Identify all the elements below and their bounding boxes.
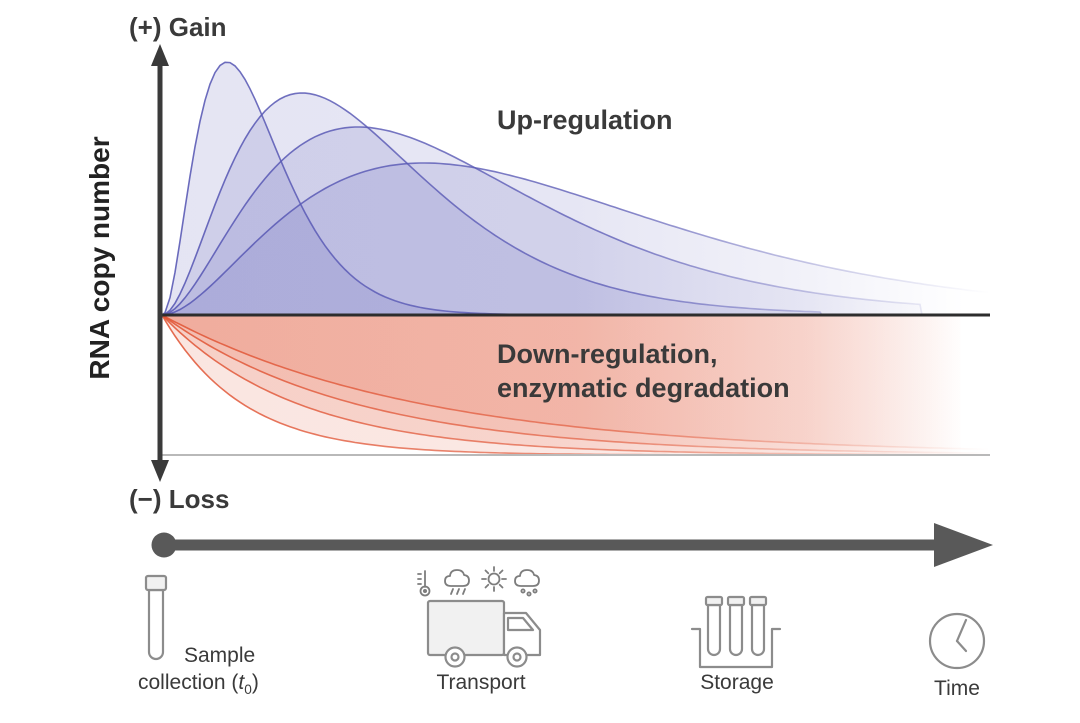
curve-path xyxy=(161,162,991,316)
y-axis-arrowhead-down xyxy=(151,460,169,482)
sample-collection-label-line2: collection (t0) xyxy=(138,671,259,697)
loss-axis-label: (−) Loss xyxy=(129,484,230,514)
thermometer-icon xyxy=(417,570,431,597)
t0-symbol: t xyxy=(238,671,245,694)
truck-icon xyxy=(426,599,542,668)
storage-tube-icon xyxy=(748,595,768,657)
down-regulation-label: Down-regulation, enzymatic degradation xyxy=(497,337,790,405)
storage-label: Storage xyxy=(700,671,774,694)
t0-subscript: 0 xyxy=(244,682,252,698)
timeline-arrowhead xyxy=(934,523,993,567)
storage-rack-icon xyxy=(690,595,782,669)
timeline-arrow xyxy=(151,523,993,567)
y-axis-arrowhead-up xyxy=(151,44,169,66)
storage-tube-icon xyxy=(726,595,746,657)
up-regulation-curves xyxy=(159,61,991,316)
storage-tube-icon xyxy=(704,595,724,657)
y-axis-title: RNA copy number xyxy=(84,136,115,380)
transport-label: Transport xyxy=(436,671,526,694)
up-regulation-label: Up-regulation xyxy=(497,105,673,135)
rain-cloud-icon xyxy=(444,569,470,595)
gain-axis-label: (+) Gain xyxy=(129,12,227,42)
sample-collection-label-line1: Sample xyxy=(184,644,256,667)
clock-icon xyxy=(928,612,986,670)
sun-icon xyxy=(481,566,507,592)
y-axis-arrow xyxy=(151,44,169,482)
collection-suffix: ) xyxy=(251,671,259,694)
snow-cloud-icon xyxy=(514,569,540,597)
sample-tube-icon xyxy=(144,574,168,661)
down-regulation-label-line2: enzymatic degradation xyxy=(497,373,790,403)
down-regulation-label-line1: Down-regulation, xyxy=(497,339,718,369)
collection-prefix: collection ( xyxy=(138,671,239,694)
time-label: Time xyxy=(934,677,980,700)
curve-path xyxy=(161,314,991,451)
